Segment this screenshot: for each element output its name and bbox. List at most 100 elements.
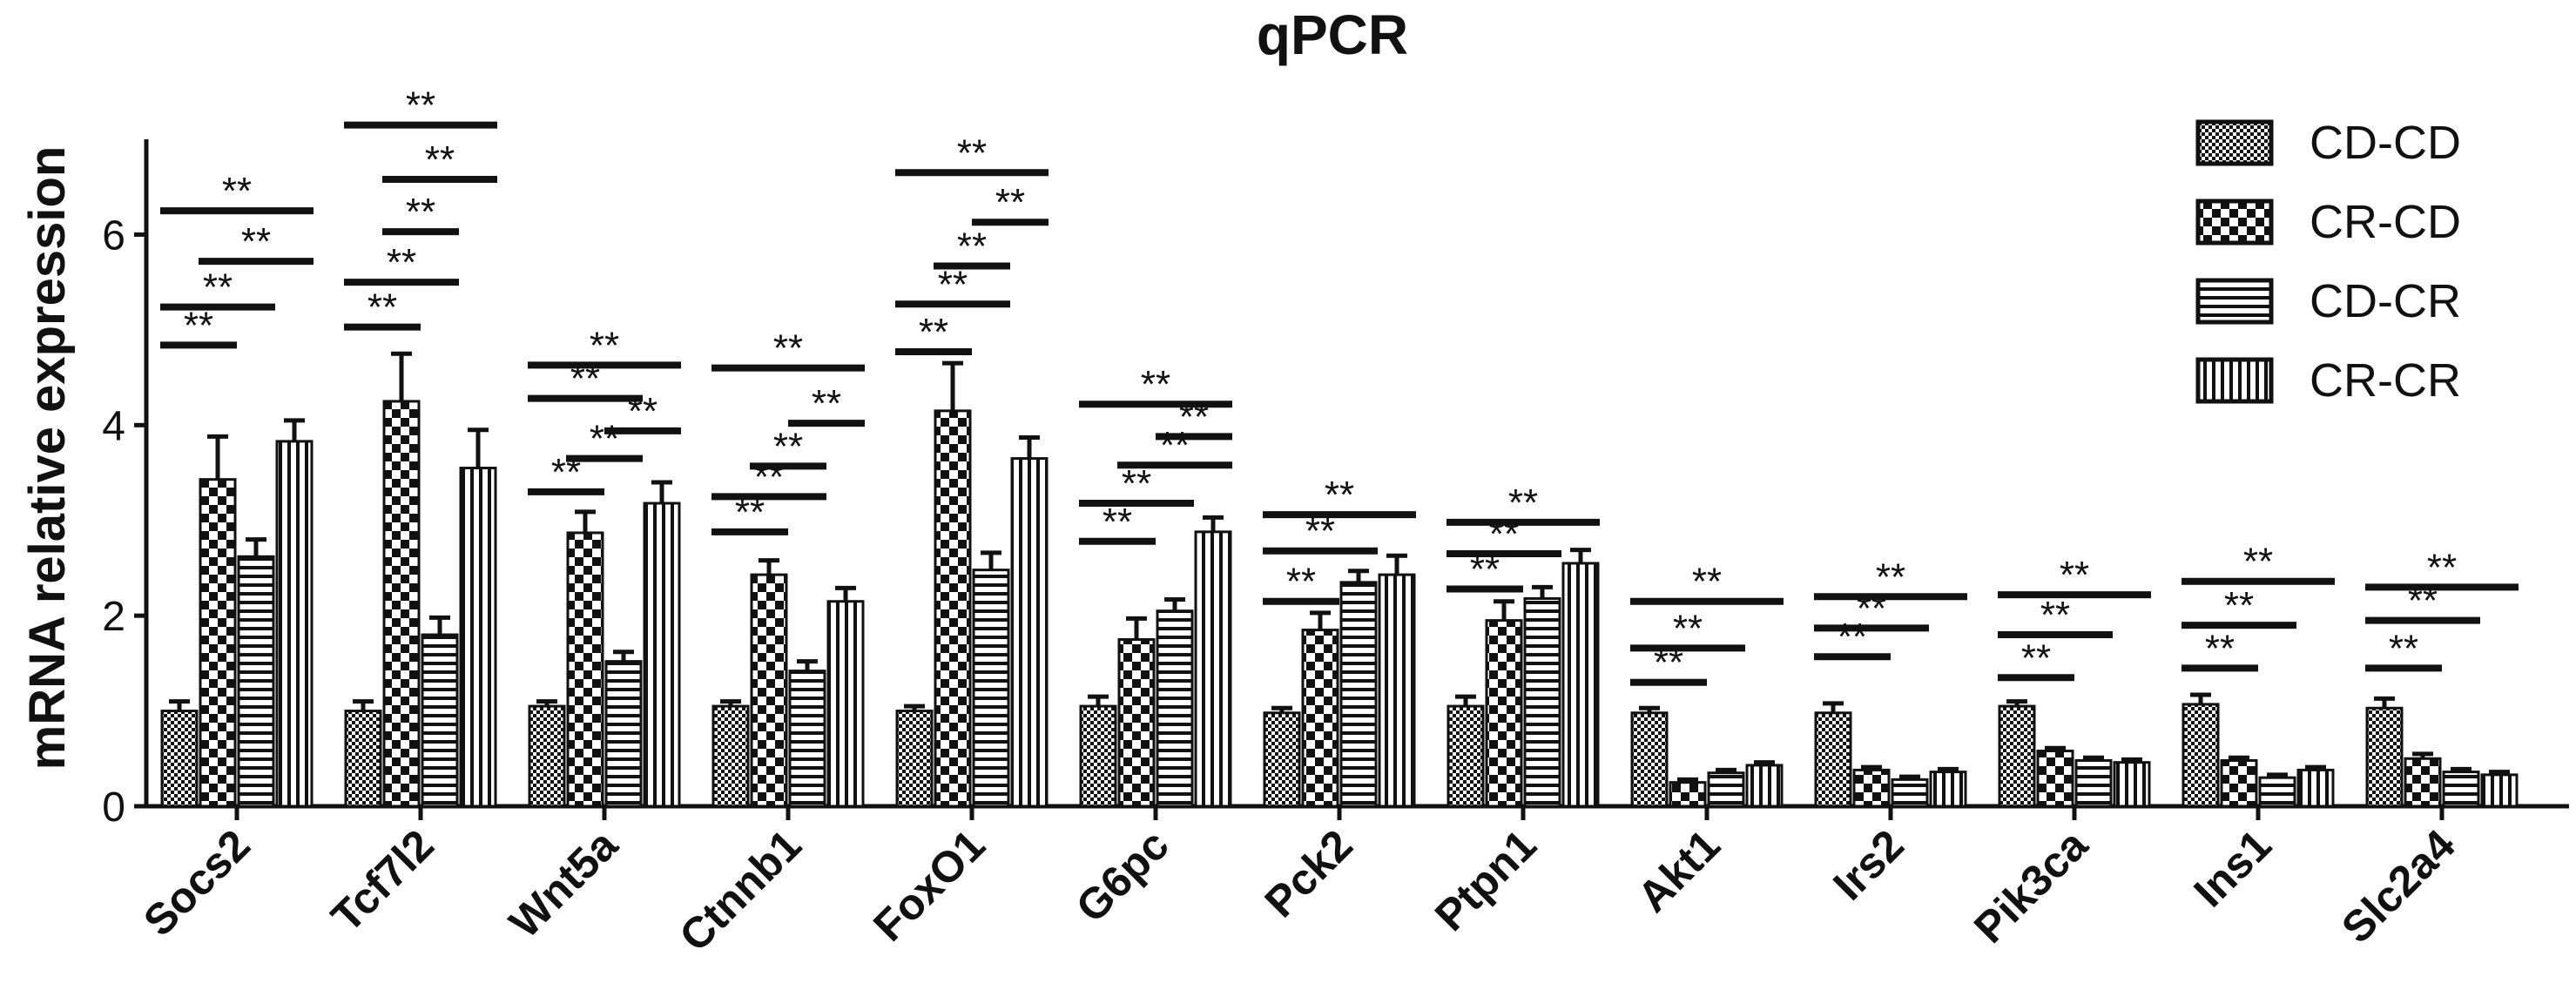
significance-stars: ** (919, 311, 948, 353)
x-tick-label: Irs2 (1824, 820, 1913, 910)
legend-label: CD-CD (2310, 117, 2461, 169)
x-tick-label: Socs2 (134, 820, 260, 946)
bar-cd-cr-ctnnb1 (788, 670, 826, 808)
x-tick-label: Akt1 (1629, 820, 1730, 921)
bar-cd-cr-g6pc (1156, 609, 1194, 808)
significance-stars: ** (1103, 501, 1132, 543)
bar-cr-cd-foxo1 (934, 409, 972, 808)
bar-cd-cr-socs2 (237, 555, 275, 808)
significance-stars: ** (590, 324, 619, 367)
bar-cr-cr-socs2 (275, 440, 314, 808)
bar-cr-cd-socs2 (199, 478, 237, 808)
significance-stars: ** (938, 263, 968, 306)
bar-cd-cd-pik3ca (1998, 704, 2036, 808)
significance-stars: ** (812, 382, 841, 425)
legend-swatch (2195, 357, 2274, 404)
bar-cd-cd-slc2a4 (2365, 706, 2404, 808)
bar-cr-cd-pik3ca (2036, 750, 2074, 808)
significance-stars: ** (406, 191, 435, 233)
significance-stars: ** (241, 220, 271, 263)
x-tick-label: Ins1 (2184, 820, 2280, 916)
significance-stars: ** (2224, 584, 2254, 627)
x-tick-label: Ctnnb1 (670, 820, 810, 960)
bar-cd-cr-foxo1 (972, 569, 1010, 808)
bar-cr-cd-pck2 (1301, 629, 1339, 808)
x-tick-label: Pik3ca (1965, 819, 2097, 952)
x-tick-label: Pck2 (1256, 820, 1362, 926)
significance-stars: ** (2427, 546, 2457, 589)
bar-cd-cd-pck2 (1263, 711, 1301, 808)
bar-cr-cr-ctnnb1 (826, 600, 865, 808)
bar-cr-cd-g6pc (1117, 638, 1156, 808)
bar-cr-cd-wnt5a (566, 531, 604, 808)
bar-cr-cr-wnt5a (643, 502, 681, 808)
bar-cd-cd-socs2 (160, 710, 199, 808)
significance-stars: ** (773, 425, 803, 468)
chart-title: qPCR (1257, 3, 1408, 66)
bar-cr-cr-tcf7l2 (459, 467, 497, 808)
bar-cr-cr-pik3ca (2113, 761, 2151, 808)
significance-stars: ** (995, 181, 1025, 224)
significance-stars: ** (773, 327, 803, 370)
significance-stars: ** (2021, 636, 2051, 679)
y-tick-label: 0 (102, 784, 125, 831)
significance-stars: ** (1179, 395, 1209, 438)
legend-swatch (2195, 199, 2274, 246)
significance-stars: ** (628, 390, 657, 433)
bar-cd-cr-akt1 (1707, 771, 1745, 808)
bar-cr-cr-g6pc (1194, 530, 1232, 808)
x-tick-label: FoxO1 (864, 820, 995, 951)
significance-stars: ** (203, 266, 233, 309)
significance-stars: ** (1141, 363, 1170, 406)
bar-cr-cr-irs2 (1929, 771, 1967, 808)
significance-stars: ** (222, 170, 252, 212)
significance-stars: ** (425, 138, 455, 181)
x-tick-label: G6pc (1067, 820, 1178, 932)
bar-cd-cd-wnt5a (528, 704, 566, 808)
significance-stars: ** (1692, 561, 1722, 603)
significance-stars: ** (1508, 481, 1538, 524)
significance-stars: ** (2389, 627, 2418, 670)
significance-stars: ** (2243, 541, 2273, 583)
significance-stars: ** (1673, 607, 1703, 650)
significance-stars: ** (1876, 555, 1905, 598)
legend-swatch (2195, 119, 2274, 166)
significance-stars: ** (2040, 594, 2070, 636)
significance-stars: ** (387, 241, 416, 284)
bar-cr-cd-ptpn1 (1485, 619, 1523, 808)
x-tick-label: Ptpn1 (1426, 820, 1546, 940)
bar-cd-cr-pik3ca (2074, 758, 2113, 808)
bar-cd-cd-ins1 (2182, 703, 2220, 808)
significance-stars: ** (1325, 474, 1354, 516)
bar-cr-cr-slc2a4 (2480, 773, 2519, 808)
bar-cr-cd-irs2 (1852, 768, 1891, 808)
x-tick-labels: Socs2 Tcf7l2 Wnt5a Ctnnb1 FoxO1 G6pc Pck2 Ptpn1… (134, 819, 2465, 960)
y-tick-label: 2 (102, 594, 125, 640)
bar-cd-cd-ptpn1 (1446, 704, 1485, 808)
bar-cd-cd-irs2 (1814, 711, 1852, 808)
bar-cd-cr-pck2 (1339, 581, 1378, 808)
significance-stars: ** (184, 304, 213, 347)
bar-cd-cd-g6pc (1079, 704, 1117, 808)
legend-label: CR-CR (2310, 354, 2461, 407)
bar-cr-cd-slc2a4 (2404, 757, 2442, 808)
legend-label: CD-CR (2310, 275, 2461, 327)
x-tick-label: Wnt5a (500, 819, 628, 947)
y-axis-label: mRNA relative expression (19, 146, 76, 771)
bar-cr-cr-pck2 (1378, 573, 1416, 808)
bar-cr-cr-ins1 (2296, 768, 2335, 808)
bar-cr-cd-akt1 (1669, 781, 1707, 808)
bar-cd-cd-foxo1 (895, 710, 934, 808)
significance-stars: ** (1838, 616, 1867, 658)
significance-stars: ** (406, 84, 435, 127)
legend-swatch (2195, 278, 2274, 325)
legend-label: CR-CD (2310, 196, 2461, 248)
significance-stars: ** (2205, 627, 2235, 670)
significance-stars: ** (957, 131, 987, 174)
significance-stars: ** (1160, 424, 1190, 467)
significance-annotations: ****************************************… (160, 84, 2519, 686)
bar-cr-cr-ptpn1 (1561, 562, 1600, 808)
bar-cd-cd-akt1 (1630, 711, 1669, 808)
y-tick-label: 6 (102, 212, 125, 259)
